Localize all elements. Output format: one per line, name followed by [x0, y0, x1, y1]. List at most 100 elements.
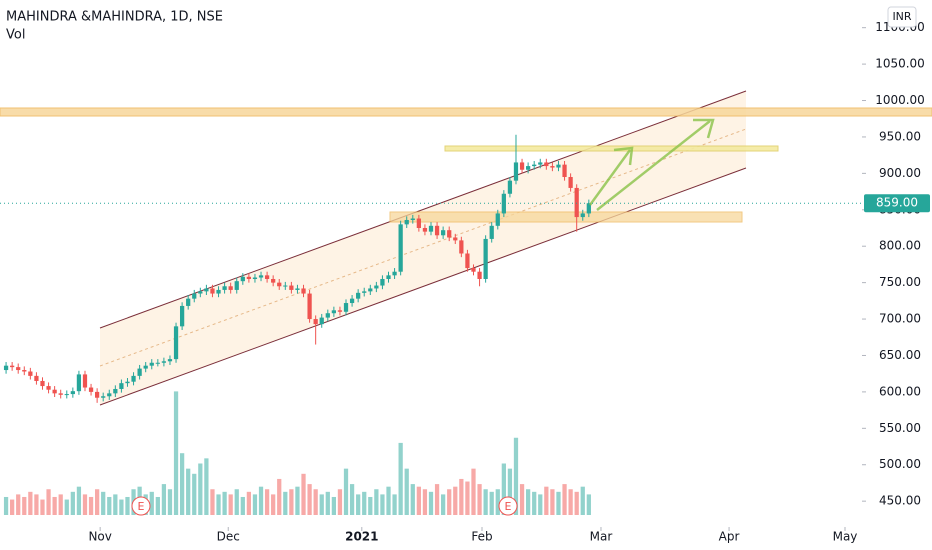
volume-bar	[477, 484, 482, 515]
resistance-zone	[444, 145, 779, 152]
x-tick-label: 2021	[345, 530, 378, 544]
candle-body	[422, 227, 428, 232]
candle-body	[161, 361, 167, 363]
volume-bar	[374, 489, 379, 515]
candle-body	[173, 326, 179, 360]
volume-bar	[119, 499, 124, 515]
candle-body	[544, 162, 549, 167]
candle-body	[368, 288, 373, 292]
candle-body	[22, 370, 27, 372]
volume-bar	[186, 468, 191, 515]
volume-bar	[465, 481, 470, 515]
volume-bar	[495, 489, 500, 515]
y-tick-label: 550.00	[879, 421, 921, 435]
volume-bar	[386, 486, 391, 515]
volume-bar	[580, 486, 585, 515]
x-tick-label: Nov	[88, 530, 111, 544]
volume-bar	[307, 484, 312, 515]
candle-body	[289, 285, 294, 290]
volume-bar	[216, 494, 221, 515]
candle-body	[380, 278, 385, 286]
candle-body	[40, 380, 45, 387]
candle-body	[222, 286, 227, 290]
candle-body	[428, 225, 434, 232]
candle-body	[349, 298, 355, 304]
candle-body	[137, 368, 142, 376]
volume-bar	[264, 489, 270, 515]
candle-body	[95, 391, 100, 398]
volume-bar	[368, 496, 373, 515]
candle-body	[416, 218, 421, 228]
volume-bar	[192, 473, 197, 515]
candle-body	[3, 365, 9, 371]
candle-body	[404, 219, 409, 225]
candle-body	[34, 375, 39, 381]
candle-body	[580, 213, 585, 218]
volume-bar	[289, 489, 294, 515]
currency-box[interactable]	[887, 6, 917, 28]
volume-bar	[173, 391, 179, 515]
volume-bar	[95, 489, 100, 515]
candle-body	[88, 387, 94, 392]
volume-bar	[422, 489, 428, 515]
candle-body	[532, 164, 537, 167]
volume-bar	[410, 484, 415, 515]
candle-body	[167, 359, 173, 362]
y-tick-label: 450.00	[879, 494, 921, 508]
volume-bar	[471, 468, 476, 515]
arrow	[588, 149, 632, 206]
candle-body	[459, 240, 464, 254]
volume-bar	[246, 491, 252, 515]
channel-lower	[99, 167, 747, 406]
axes: 450.00 500.00 550.00 600.00 650.00 700.00 750.…	[0, 20, 930, 544]
candle-body	[477, 271, 482, 279]
x-tick-label: Mar	[590, 530, 613, 544]
y-tick-label: 900.00	[879, 166, 921, 180]
volume-layer	[3, 391, 591, 515]
y-tick-label: 750.00	[879, 275, 921, 289]
candle-body	[556, 164, 561, 168]
volume-bar	[271, 494, 276, 515]
volume-bar	[210, 489, 215, 515]
volume-bar	[331, 496, 336, 515]
candle-body	[453, 237, 458, 241]
candle-body	[489, 225, 494, 239]
candle-body	[325, 313, 330, 318]
arrow	[596, 120, 711, 211]
candle-body	[28, 371, 33, 376]
candle-body	[149, 362, 154, 366]
volume-bar	[3, 496, 9, 515]
volume-label: Vol	[6, 28, 25, 43]
last-price-label: 859.00	[876, 196, 918, 210]
x-tick-label: Apr	[719, 530, 740, 544]
arrow-head	[613, 146, 634, 166]
volume-bar	[507, 468, 513, 515]
x-tick-label: May	[833, 530, 858, 544]
volume-bar	[125, 496, 130, 515]
candle-body	[398, 224, 403, 272]
volume-bar	[428, 491, 434, 515]
drawings	[0, 90, 932, 406]
candle-body	[586, 203, 591, 214]
volume-bar	[198, 463, 203, 515]
volume-bar	[325, 491, 330, 515]
candle-body	[143, 365, 148, 369]
volume-bar	[392, 494, 397, 515]
currency[interactable]: INR	[892, 10, 911, 23]
channel-mid	[99, 128, 747, 367]
earnings-label: E	[138, 500, 145, 513]
candle-body	[507, 180, 513, 194]
candle-layer	[3, 134, 591, 403]
volume-bar	[283, 491, 288, 515]
volume-bar	[277, 478, 282, 515]
volume-bar	[453, 486, 458, 515]
candle-body	[76, 374, 82, 392]
volume-bar	[295, 486, 300, 515]
candle-body	[155, 362, 160, 364]
candle-body	[301, 288, 306, 294]
volume-bar	[155, 496, 160, 515]
candle-body	[283, 285, 288, 287]
candle-body	[337, 310, 343, 312]
volume-bar	[76, 486, 82, 515]
